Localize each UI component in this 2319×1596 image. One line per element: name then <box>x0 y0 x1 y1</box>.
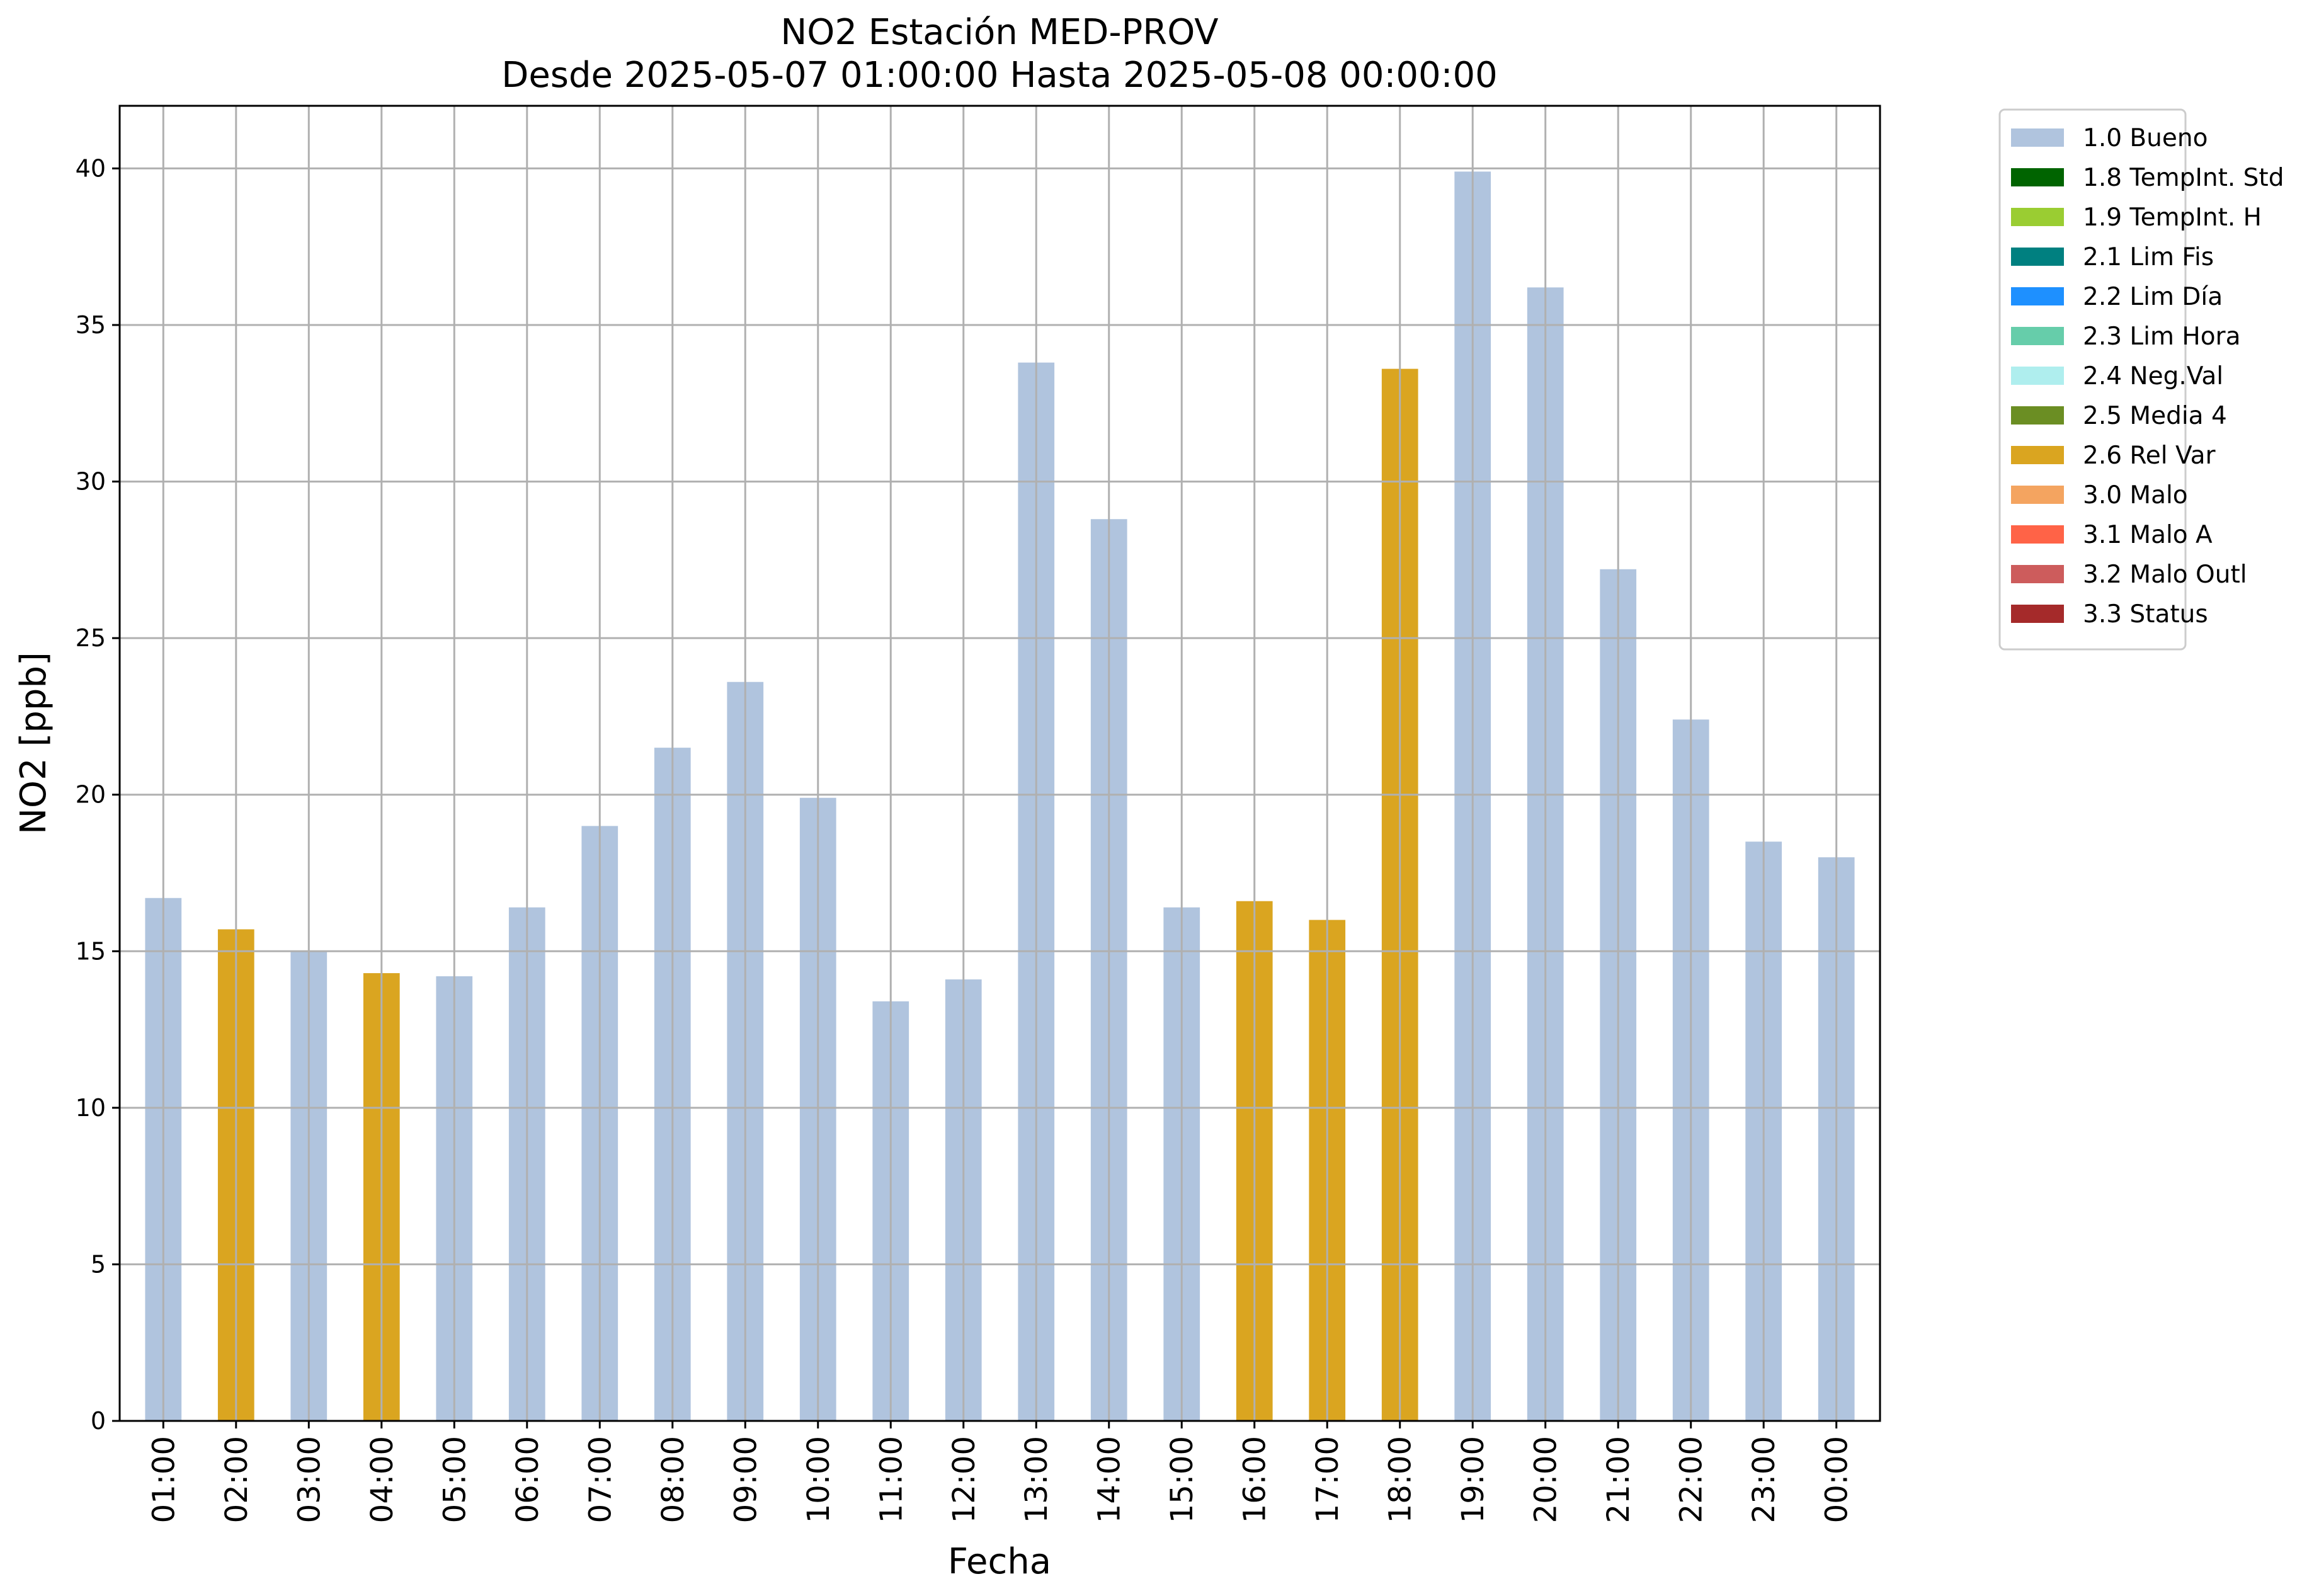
x-tick-label: 18:00 <box>1383 1436 1418 1523</box>
chart-subtitle: Desde 2025-05-07 01:00:00 Hasta 2025-05-… <box>501 55 1498 96</box>
x-tick-label: 16:00 <box>1238 1436 1273 1523</box>
x-tick-label: 10:00 <box>801 1436 836 1523</box>
x-tick-label: 21:00 <box>1601 1436 1636 1523</box>
legend-swatch <box>2011 446 2064 464</box>
legend-swatch <box>2011 248 2064 266</box>
x-tick-label: 08:00 <box>656 1436 691 1523</box>
x-tick-label: 01:00 <box>146 1436 181 1523</box>
legend-swatch <box>2011 525 2064 544</box>
legend-label: 2.2 Lim Día <box>2083 283 2223 311</box>
y-tick-label: 0 <box>91 1407 106 1435</box>
x-tick-label: 02:00 <box>219 1436 254 1523</box>
x-axis: 01:00 02:00 03:00 04:00 05:00 06:00 07:00 08:00… <box>146 1421 1855 1523</box>
x-tick-label: 00:00 <box>1820 1436 1855 1523</box>
legend-swatch <box>2011 605 2064 623</box>
y-tick-label: 20 <box>76 781 106 809</box>
y-tick-label: 5 <box>91 1250 106 1278</box>
legend: 1.0 Bueno 1.8 TempInt. Std 1.9 TempInt. H 2… <box>1998 108 2284 651</box>
legend-label: 1.9 TempInt. H <box>2083 203 2262 232</box>
y-tick-label: 15 <box>76 937 106 965</box>
x-tick-label: 07:00 <box>583 1436 618 1523</box>
y-axis: 0 5 10 15 20 25 30 35 40 <box>76 154 120 1435</box>
x-axis-label: Fecha <box>948 1541 1051 1582</box>
legend-label: 1.8 TempInt. Std <box>2083 164 2284 192</box>
legend-label: 1.0 Bueno <box>2083 124 2208 152</box>
legend-label: 2.5 Media 4 <box>2083 402 2227 430</box>
x-tick-label: 20:00 <box>1529 1436 1564 1523</box>
plot-frame <box>118 105 1881 1422</box>
legend-swatch <box>2011 287 2064 305</box>
x-tick-label: 23:00 <box>1746 1436 1782 1523</box>
legend-swatch <box>2011 128 2064 147</box>
x-tick-label: 03:00 <box>292 1436 327 1523</box>
y-tick-label: 10 <box>76 1094 106 1122</box>
legend-label: 3.2 Malo Outl <box>2083 561 2247 589</box>
legend-swatch <box>2011 208 2064 226</box>
x-tick-label: 17:00 <box>1310 1436 1345 1523</box>
legend-swatch <box>2011 565 2064 583</box>
x-tick-label: 04:00 <box>365 1436 400 1523</box>
x-tick-label: 12:00 <box>947 1436 982 1523</box>
x-tick-label: 13:00 <box>1019 1436 1054 1523</box>
legend-swatch <box>2011 486 2064 504</box>
x-tick-label: 15:00 <box>1165 1436 1200 1523</box>
y-tick-label: 25 <box>76 624 106 652</box>
x-tick-label: 22:00 <box>1674 1436 1709 1523</box>
legend-swatch <box>2011 168 2064 186</box>
x-tick-label: 05:00 <box>437 1436 472 1523</box>
x-tick-label: 06:00 <box>510 1436 545 1523</box>
grid <box>120 106 1880 1421</box>
x-tick-label: 19:00 <box>1456 1436 1491 1523</box>
y-tick-label: 30 <box>76 468 106 496</box>
legend-frame <box>1998 108 2187 651</box>
y-axis-label: NO2 [ppb] <box>13 652 54 835</box>
legend-label: 2.6 Rel Var <box>2083 442 2216 470</box>
x-tick-label: 11:00 <box>874 1436 909 1523</box>
legend-label: 3.1 Malo A <box>2083 521 2213 549</box>
y-tick-label: 40 <box>76 154 106 182</box>
legend-label: 2.3 Lim Hora <box>2083 322 2241 351</box>
legend-label: 3.0 Malo <box>2083 481 2188 510</box>
legend-swatch <box>2011 367 2064 385</box>
chart-title: NO2 Estación MED-PROV <box>780 12 1218 53</box>
x-tick-label: 14:00 <box>1092 1436 1127 1523</box>
legend-label: 3.3 Status <box>2083 600 2208 629</box>
y-tick-label: 35 <box>76 311 106 339</box>
legend-label: 2.1 Lim Fis <box>2083 243 2214 271</box>
legend-label: 2.4 Neg.Val <box>2083 362 2223 390</box>
x-tick-label: 09:00 <box>728 1436 763 1523</box>
legend-swatch <box>2011 327 2064 345</box>
legend-swatch <box>2011 406 2064 425</box>
